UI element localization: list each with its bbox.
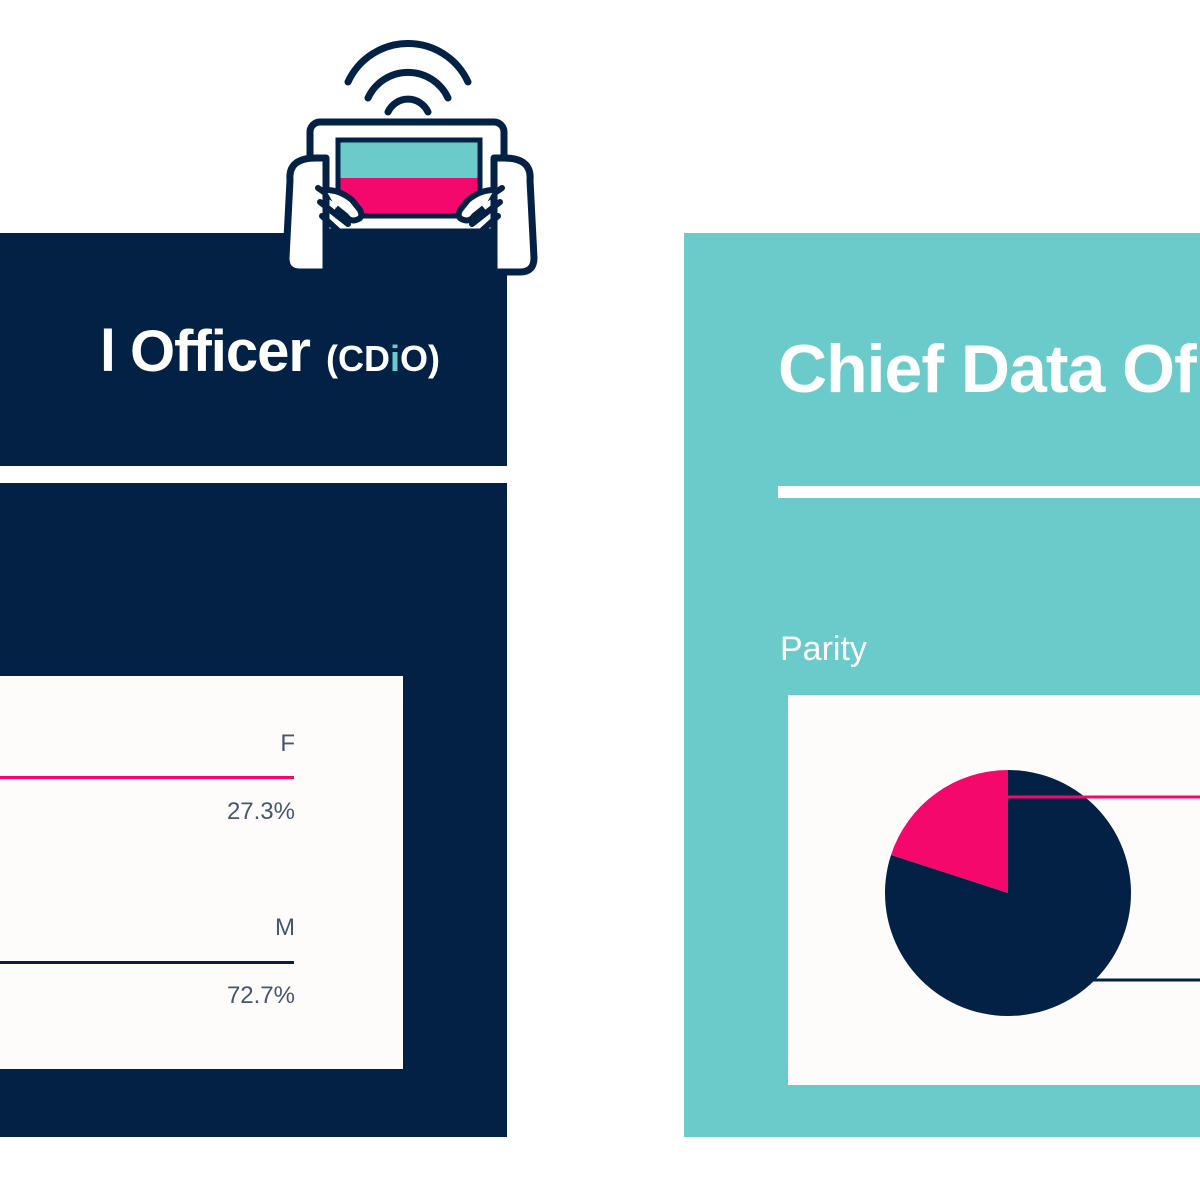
cdio-title-abbr: (CDiO) xyxy=(326,338,440,380)
cdo-divider xyxy=(778,486,1200,498)
legend-line-f xyxy=(0,776,294,779)
pie-slice-0 xyxy=(891,770,1008,893)
cdo-title: Chief Data Of xyxy=(778,331,1197,407)
legend-value-m: 72.7% xyxy=(226,982,295,1009)
cdio-title-main: l Officer xyxy=(99,319,311,384)
abbr-prefix: (CD xyxy=(326,338,390,379)
tablet-signal-icon xyxy=(282,40,538,276)
pie-slice-1 xyxy=(885,770,1131,1016)
parity-label: Parity xyxy=(780,630,867,668)
cdio-parity-card xyxy=(0,676,403,1069)
cdio-header-panel xyxy=(0,233,507,466)
cdio-title: l Officer (CDiO) xyxy=(0,318,440,398)
legend-label-f: F xyxy=(280,730,295,757)
parity-pie-chart xyxy=(885,770,1200,1016)
legend-value-f: 27.3% xyxy=(226,798,295,825)
abbr-suffix: O) xyxy=(400,338,440,379)
legend-label-m: M xyxy=(275,914,295,941)
legend-line-m xyxy=(0,961,294,964)
abbr-accent: i xyxy=(389,338,400,379)
